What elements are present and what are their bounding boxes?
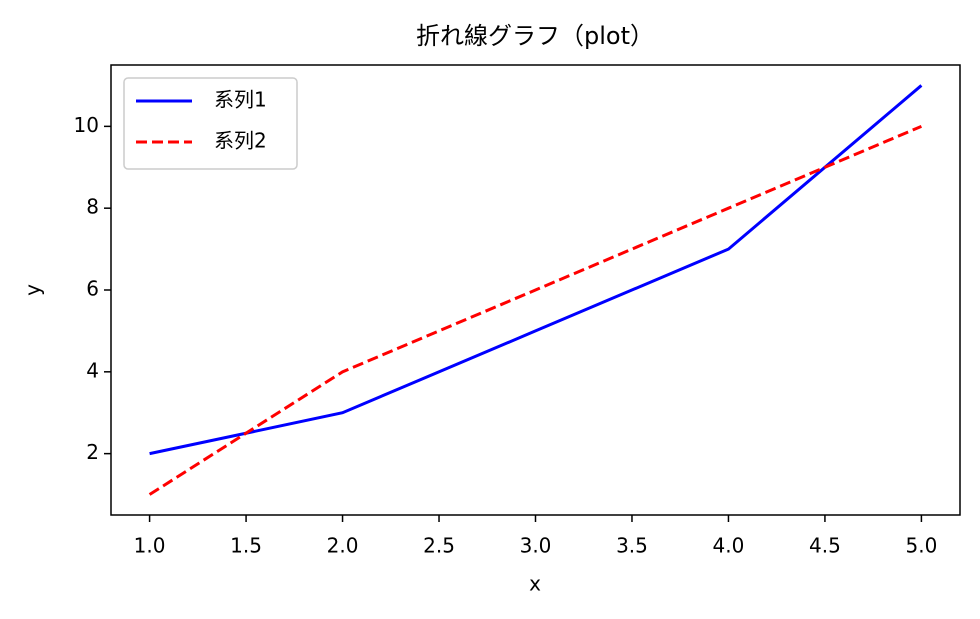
x-tick-label: 1.5	[230, 534, 262, 558]
y-tick-label: 8	[86, 195, 99, 219]
y-axis-label: y	[21, 284, 45, 296]
x-tick-label: 2.5	[423, 534, 455, 558]
legend-box	[123, 77, 298, 170]
series-line	[148, 124, 922, 496]
y-tick-label: 4	[86, 358, 99, 382]
x-tick-label: 1.0	[134, 534, 166, 558]
x-tick-label: 2.0	[327, 534, 359, 558]
chart-title: 折れ線グラフ（plot）	[416, 22, 654, 50]
x-tick-label: 4.5	[809, 534, 841, 558]
x-axis-label: x	[529, 572, 541, 596]
x-tick-label: 3.5	[616, 534, 648, 558]
series-line	[149, 84, 923, 456]
x-tick-label: 3.0	[520, 534, 552, 558]
plot-frame	[110, 64, 961, 516]
legend-label: 系列1	[214, 88, 267, 112]
legend-label: 系列2	[214, 129, 267, 153]
y-tick-label: 2	[86, 440, 99, 464]
x-tick-label: 5.0	[906, 534, 938, 558]
x-tick-label: 4.0	[713, 534, 745, 558]
y-tick-label: 6	[86, 277, 99, 301]
y-tick-label: 10	[74, 113, 99, 137]
